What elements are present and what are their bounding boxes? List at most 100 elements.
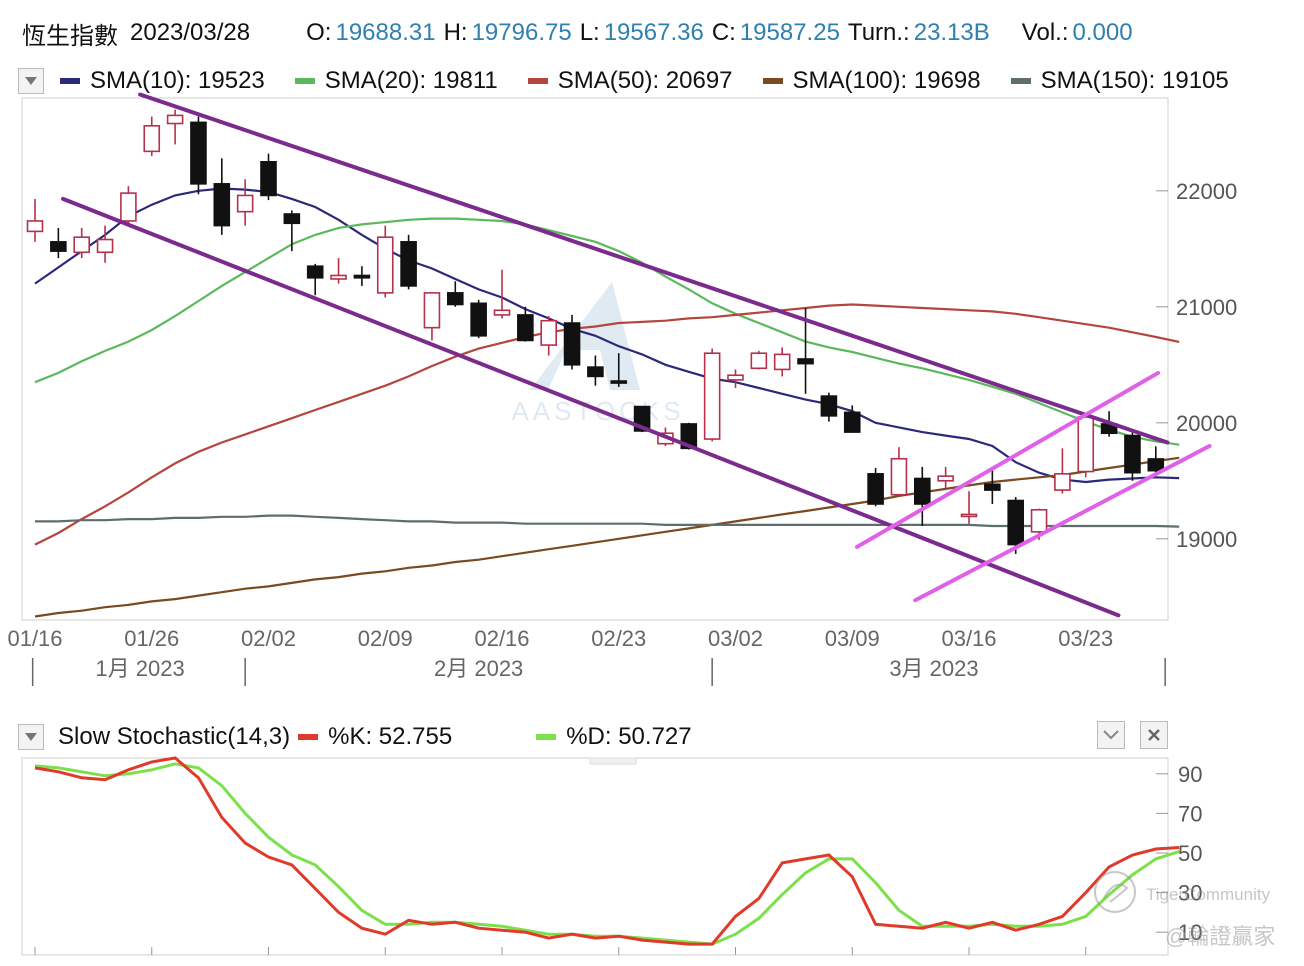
low-label: L: (579, 19, 600, 46)
stochastic-legend: Slow Stochastic(14,3) %K: 52.755 %D: 50.… (18, 720, 692, 754)
candle-body (26, 220, 44, 233)
month-label: 3月 2023 (889, 656, 978, 681)
x-tick-label: 03/16 (941, 626, 996, 651)
candle-body (283, 213, 301, 225)
x-tick-label: 01/26 (124, 626, 179, 651)
tiger-mark-icon (1103, 883, 1129, 903)
trendline-3 (913, 444, 1212, 603)
sma-line-sma50 (34, 303, 1180, 546)
candle-body (470, 302, 487, 337)
collapse-panel-button[interactable] (1097, 721, 1125, 749)
legend-item-1: SMA(20): 19811 (294, 67, 498, 95)
k-swatch (298, 734, 319, 740)
legend-item-4: SMA(150): 19105 (1010, 67, 1229, 95)
price-chart: AASTOCKS1900020000210002200001/1601/2602… (7, 92, 1237, 686)
candle-body (937, 475, 954, 482)
candle-body (166, 114, 184, 125)
x-tick-label: 02/09 (358, 626, 413, 651)
candle-body (353, 274, 371, 279)
trendline-0 (138, 92, 1170, 445)
quote-header: 恆生指數 2023/03/28 O: 19688.31 H: 19796.75 L:… (22, 14, 1133, 52)
legend-swatch (60, 78, 80, 84)
x-tick-label: 02/16 (474, 626, 529, 651)
turnover-label: Turn.: (847, 19, 910, 46)
x-tick-label: 03/09 (825, 626, 880, 651)
legend-item-3: SMA(100): 19698 (762, 67, 981, 95)
legend-label: SMA(100): 19698 (792, 67, 981, 94)
candle-body (913, 477, 931, 505)
y-tick-label: 19000 (1176, 527, 1237, 552)
candle-body (984, 483, 1001, 491)
legend-item-2: SMA(50): 20697 (527, 67, 733, 95)
stoch-plot-area (21, 757, 1169, 956)
candle-body (143, 125, 161, 153)
stoch-line-k (34, 756, 1180, 946)
candle-body (236, 194, 254, 213)
stoch-y-tick-label: 70 (1178, 801, 1202, 826)
candle-body (890, 457, 908, 496)
d-legend-label: %D: 50.727 (566, 723, 692, 750)
d-swatch (536, 734, 557, 740)
close-label: C: (711, 19, 736, 46)
stoch-line-d (34, 762, 1180, 946)
volume-label: Vol.: (1021, 19, 1069, 46)
candle-body (73, 236, 90, 254)
candle-body (540, 319, 558, 346)
candle-body (50, 241, 67, 252)
candle-body (330, 274, 347, 280)
open-label: O: (306, 19, 332, 46)
candle-body (867, 473, 884, 505)
stoch-y-tick-label: 50 (1178, 841, 1202, 866)
candle-body (587, 366, 604, 378)
aastocks-logo-icon (530, 282, 640, 390)
close-icon (1148, 729, 1160, 741)
candle-body (1030, 508, 1048, 533)
chevron-down-icon (1103, 730, 1119, 740)
legend-label: SMA(50): 20697 (557, 67, 733, 94)
candle-body (120, 192, 137, 222)
month-label: 1月 2023 (95, 656, 184, 681)
high-label: H: (443, 19, 468, 46)
legend-item-0: SMA(10): 19523 (60, 67, 265, 95)
stoch-y-tick-label: 10 (1178, 920, 1202, 945)
candle-body (703, 352, 721, 440)
stoch-y-tick-label: 90 (1178, 762, 1202, 787)
sma-line-sma150 (35, 514, 1180, 528)
x-tick-label: 03/02 (708, 626, 763, 651)
quote-date: 2023/03/28 (130, 19, 251, 46)
sma-line-sma20 (34, 217, 1180, 446)
x-tick-label: 02/23 (591, 626, 646, 651)
high-value: 19796.75 (471, 19, 572, 46)
trendline-2 (854, 370, 1161, 549)
candle-body (213, 183, 231, 227)
candle-body (563, 322, 581, 366)
legend-swatch (762, 78, 783, 84)
k-legend-label: %K: 52.755 (328, 723, 453, 750)
legend-swatch (294, 78, 315, 84)
legend-swatch (1010, 78, 1031, 84)
close-panel-button[interactable] (1140, 721, 1168, 749)
candle-body (306, 265, 324, 279)
chevron-down-icon (25, 733, 37, 741)
y-tick-label: 21000 (1176, 295, 1237, 320)
stochastic-menu-button[interactable] (18, 724, 44, 750)
y-tick-label: 22000 (1176, 179, 1237, 204)
candle-body (1077, 416, 1095, 473)
y-tick-label: 20000 (1176, 411, 1237, 436)
candle-body (96, 238, 114, 254)
candle-body (260, 161, 277, 197)
candle-body (843, 411, 861, 433)
chevron-down-icon (25, 77, 37, 85)
candle-body (1007, 499, 1025, 546)
candle-body (773, 353, 791, 371)
candle-body (797, 358, 814, 365)
legend-label: SMA(10): 19523 (90, 67, 265, 94)
stoch-y-tick-label: 30 (1178, 881, 1202, 906)
x-tick-label: 01/16 (7, 626, 62, 651)
legend-label: SMA(20): 19811 (324, 67, 498, 94)
open-value: 19688.31 (335, 19, 436, 46)
candle-body (493, 309, 511, 316)
main-chart-menu-button[interactable] (18, 68, 44, 94)
candle-body (400, 241, 417, 287)
candle-body (446, 292, 464, 306)
